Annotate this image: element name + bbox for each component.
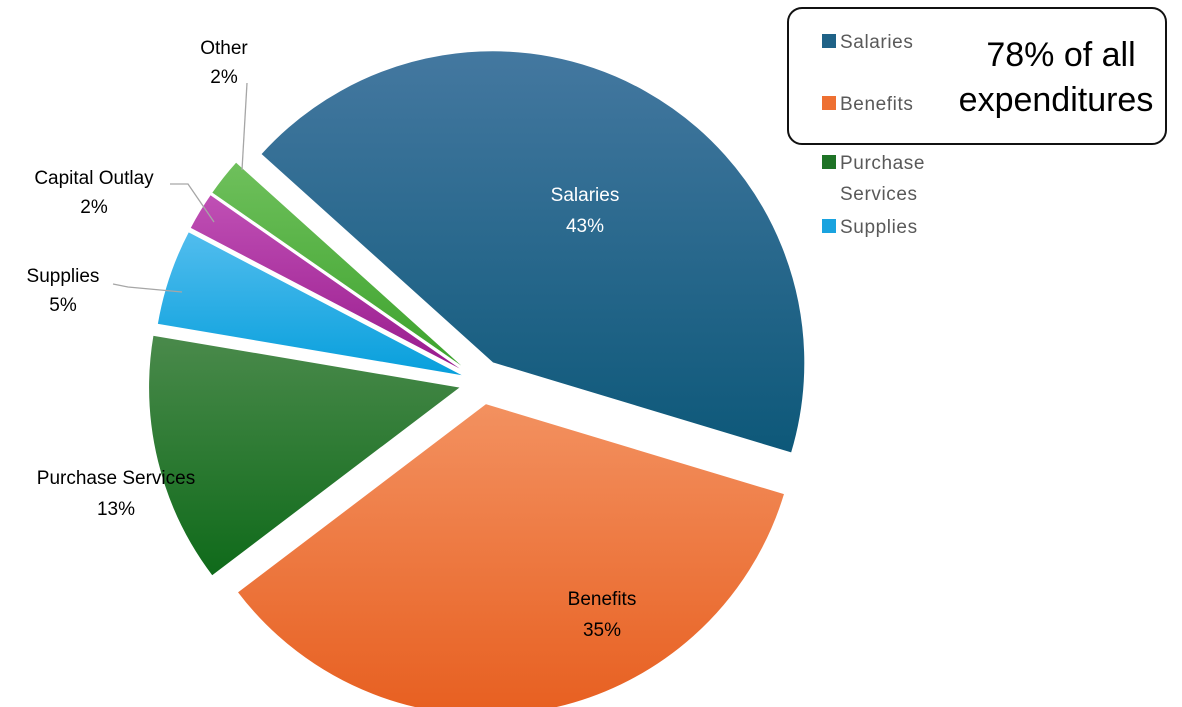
slice-label-value-supplies: 5% — [49, 295, 77, 316]
callout-box — [787, 7, 1167, 145]
slice-label-name-salaries: Salaries — [551, 185, 620, 206]
legend: Salaries Benefits Purchase Services Supp… — [787, 7, 1167, 238]
slice-labels: Salaries 43% Benefits 35% Purchase Services 1… — [27, 38, 637, 641]
callout-line-1: 78% of all — [986, 36, 1135, 74]
callout-line-2: expenditures — [959, 81, 1154, 119]
slice-label-name-benefits: Benefits — [568, 589, 637, 610]
slice-label-value-benefits: 35% — [583, 620, 621, 641]
slice-label-value-capital-outlay: 2% — [80, 197, 108, 218]
leader-line-other — [241, 82, 248, 171]
slice-label-name-capital-outlay: Capital Outlay — [34, 168, 154, 189]
legend-label-purchase-services-line2: Services — [840, 184, 918, 205]
legend-swatch-supplies — [822, 219, 836, 233]
pie-slice-supplies — [156, 231, 466, 377]
leader-lines — [112, 82, 248, 293]
legend-label-supplies: Supplies — [840, 217, 918, 238]
pie-slice-capital-outlay — [189, 193, 467, 374]
pie-slice-other — [210, 161, 469, 372]
legend-swatch-salaries — [822, 34, 836, 48]
slice-label-value-other: 2% — [210, 67, 238, 88]
legend-label-benefits: Benefits — [840, 94, 913, 115]
pie-slice-purchase-services — [148, 334, 462, 577]
legend-swatch-benefits — [822, 96, 836, 110]
leader-line-capital-outlay — [170, 183, 215, 223]
slice-label-value-purchase-services: 13% — [97, 499, 135, 520]
legend-label-salaries: Salaries — [840, 32, 913, 53]
legend-label-purchase-services-line1: Purchase — [840, 153, 925, 174]
slice-label-name-purchase-services: Purchase Services — [37, 468, 195, 489]
slice-label-value-salaries: 43% — [566, 216, 604, 237]
slice-label-name-supplies: Supplies — [27, 266, 100, 287]
pie-slice-benefits — [236, 403, 786, 707]
pie-slice-salaries — [260, 50, 806, 454]
slice-label-name-other: Other — [200, 38, 248, 59]
legend-swatch-purchase-services — [822, 155, 836, 169]
pie-slices — [148, 50, 806, 707]
leader-line-supplies — [112, 283, 183, 293]
